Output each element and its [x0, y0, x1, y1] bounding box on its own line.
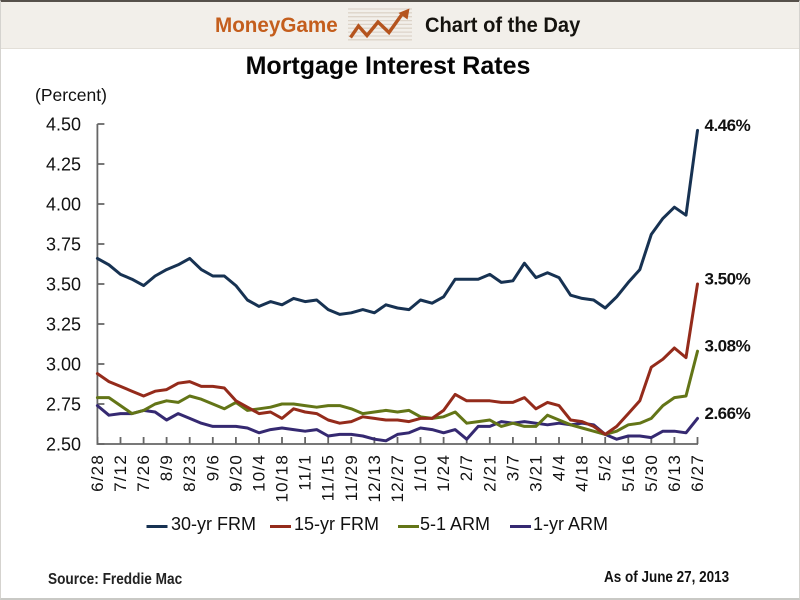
svg-text:2.66%: 2.66% — [705, 404, 751, 423]
svg-text:8/9: 8/9 — [157, 454, 176, 481]
svg-text:3.50: 3.50 — [46, 274, 81, 294]
svg-text:4.50: 4.50 — [46, 114, 81, 134]
svg-text:5-1 ARM: 5-1 ARM — [420, 514, 490, 534]
svg-text:30-yr FRM: 30-yr FRM — [171, 514, 256, 534]
svg-text:2/21: 2/21 — [480, 454, 499, 492]
svg-text:4.25: 4.25 — [46, 154, 81, 174]
svg-text:3.50%: 3.50% — [705, 270, 751, 289]
svg-text:3/7: 3/7 — [503, 454, 522, 481]
svg-text:5/30: 5/30 — [642, 454, 661, 492]
svg-text:8/23: 8/23 — [180, 454, 199, 492]
svg-text:15-yr FRM: 15-yr FRM — [294, 514, 379, 534]
svg-text:10/18: 10/18 — [273, 454, 292, 503]
svg-text:1/10: 1/10 — [411, 454, 430, 492]
svg-text:3.00: 3.00 — [46, 354, 81, 374]
svg-text:6/27: 6/27 — [688, 454, 707, 492]
svg-text:11/15: 11/15 — [319, 454, 338, 501]
svg-text:9/6: 9/6 — [203, 454, 222, 481]
svg-text:12/13: 12/13 — [365, 454, 384, 503]
svg-text:4.46%: 4.46% — [705, 116, 751, 135]
svg-text:9/20: 9/20 — [226, 454, 245, 492]
svg-text:5/16: 5/16 — [619, 454, 638, 492]
svg-text:7/26: 7/26 — [134, 454, 153, 492]
svg-text:3.25: 3.25 — [46, 314, 81, 334]
svg-text:4/4: 4/4 — [550, 454, 569, 481]
svg-text:1/24: 1/24 — [434, 454, 453, 492]
svg-text:11/29: 11/29 — [342, 454, 361, 501]
svg-text:2/7: 2/7 — [457, 454, 476, 481]
svg-text:4/18: 4/18 — [573, 454, 592, 492]
svg-text:11/1: 11/1 — [296, 454, 315, 491]
svg-text:6/28: 6/28 — [88, 454, 107, 492]
svg-text:3/21: 3/21 — [526, 454, 545, 492]
svg-text:12/27: 12/27 — [388, 454, 407, 503]
svg-text:10/4: 10/4 — [250, 454, 269, 492]
svg-text:2.75: 2.75 — [46, 394, 81, 414]
svg-text:5/2: 5/2 — [596, 454, 615, 481]
svg-text:4.00: 4.00 — [46, 194, 81, 214]
svg-text:3.08%: 3.08% — [705, 337, 751, 356]
svg-text:3.75: 3.75 — [46, 234, 81, 254]
svg-text:7/12: 7/12 — [111, 454, 130, 492]
svg-text:6/13: 6/13 — [665, 454, 684, 492]
svg-text:2.50: 2.50 — [46, 434, 81, 454]
svg-text:1-yr ARM: 1-yr ARM — [533, 514, 608, 534]
